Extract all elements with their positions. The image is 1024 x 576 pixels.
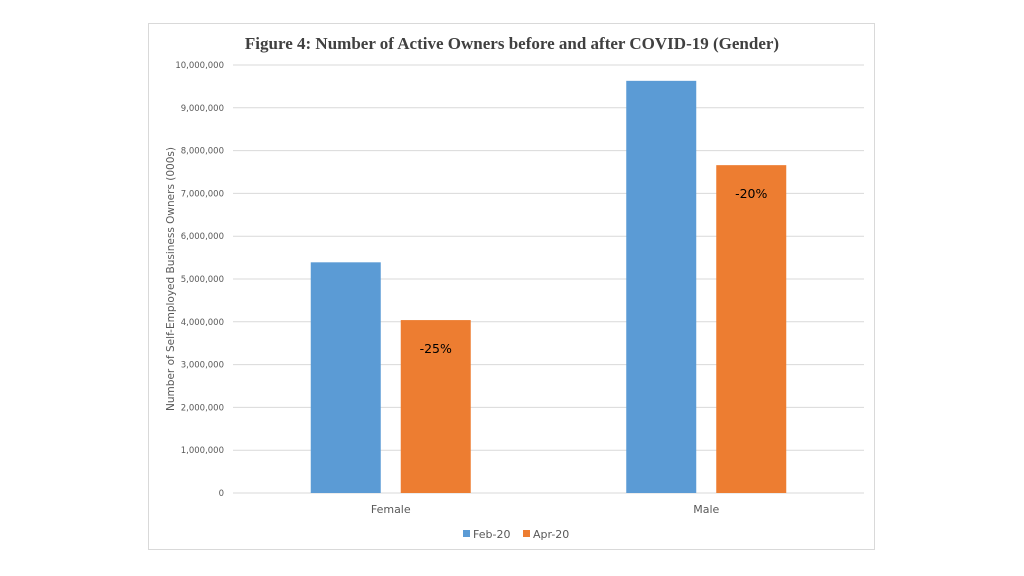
y-tick-label: 7,000,000 [181, 189, 224, 199]
bar-feb-20-female [310, 262, 381, 493]
x-category-label: Male [693, 503, 719, 516]
y-tick-label: 6,000,000 [181, 232, 224, 242]
legend: Feb-20 Apr-20 [463, 528, 569, 541]
y-tick-label: 9,000,000 [181, 104, 224, 114]
bar-feb-20-male [626, 80, 697, 493]
y-tick-label: 5,000,000 [181, 275, 224, 285]
annotations: -25% -20% [420, 186, 768, 356]
chart-title: Figure 4: Number of Active Owners before… [245, 34, 779, 53]
category-labels: Female Male [371, 503, 720, 516]
y-tick-label: 10,000,000 [175, 61, 224, 71]
legend-swatch [463, 530, 470, 537]
y-tick-label: 4,000,000 [181, 318, 224, 328]
bars [310, 80, 787, 494]
y-tick-label: 2,000,000 [181, 403, 224, 413]
legend-label: Apr-20 [533, 528, 569, 541]
x-category-label: Female [371, 503, 411, 516]
legend-swatch [523, 530, 530, 537]
y-tick-label: 3,000,000 [181, 361, 224, 371]
y-tick-label: 8,000,000 [181, 147, 224, 157]
y-axis-label: Number of Self-Employed Business Owners … [165, 147, 177, 411]
y-tick-label: 0 [219, 489, 224, 499]
y-axis-ticks: 0 1,000,000 2,000,000 3,000,000 4,000,000 5,0… [175, 61, 224, 499]
y-tick-label: 1,000,000 [181, 446, 224, 456]
change-annotation: -25% [420, 341, 452, 356]
bar-apr-20-male [716, 165, 787, 494]
change-annotation: -20% [735, 186, 767, 201]
legend-label: Feb-20 [473, 528, 510, 541]
bar-apr-20-female [400, 320, 471, 493]
